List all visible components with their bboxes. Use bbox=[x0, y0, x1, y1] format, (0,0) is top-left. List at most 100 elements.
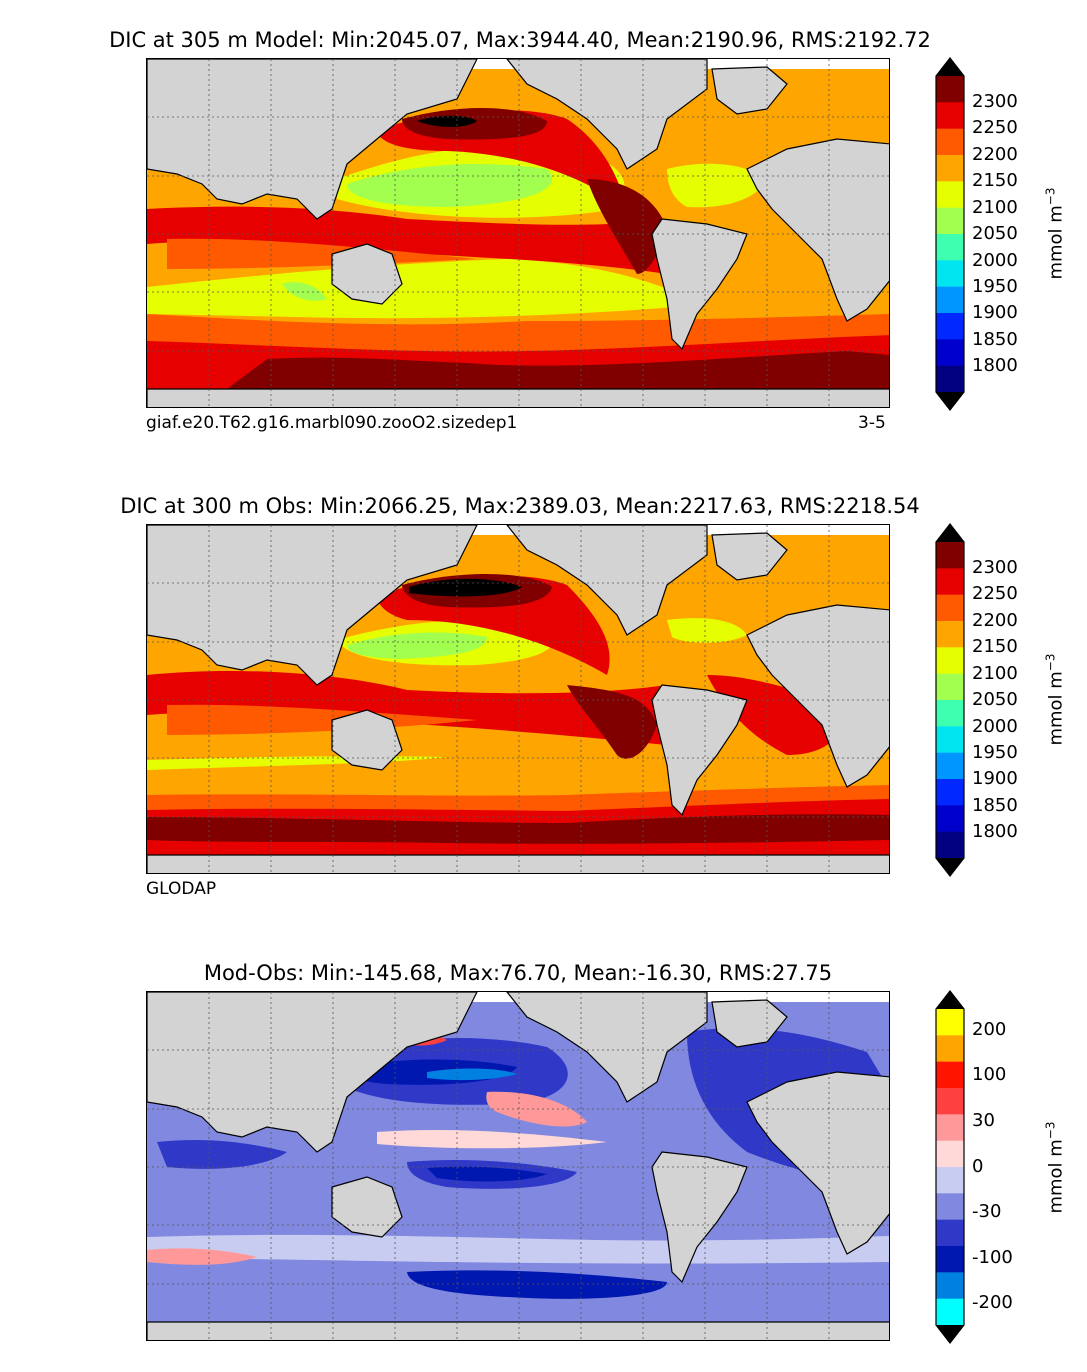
colorbar-extend-max bbox=[936, 58, 964, 76]
panel1-band-red-eq bbox=[147, 206, 697, 274]
colorbar-extend-min bbox=[936, 858, 964, 876]
panel1-cb-unit-text: mmol m bbox=[1045, 205, 1067, 280]
panel1-band-orange-eq bbox=[167, 238, 477, 269]
panel2-cb-tick-0: 2300 bbox=[972, 557, 1018, 578]
panel3-cb-tick-1: 100 bbox=[972, 1064, 1007, 1085]
panel1-cb-tick-2: 2200 bbox=[972, 144, 1018, 165]
colorbar-outline bbox=[935, 57, 965, 411]
panel2-cb-tick-3: 2150 bbox=[972, 636, 1018, 657]
panel1-band-npac-maroon bbox=[402, 107, 547, 140]
panel3-land-americas-n bbox=[506, 992, 708, 1103]
colorbar-segment bbox=[936, 700, 964, 727]
colorbar-segment bbox=[936, 1009, 964, 1036]
panel1-band-atl-yellow bbox=[667, 163, 767, 208]
panel3-title: Mod-Obs: Min:-145.68, Max:76.70, Mean:-1… bbox=[203, 961, 833, 985]
panel1-land-americas-s bbox=[651, 218, 748, 351]
colorbar-segment bbox=[936, 621, 964, 648]
panel2-land-antarctica bbox=[147, 854, 889, 873]
panel3-land-antarctica bbox=[147, 1321, 889, 1340]
colorbar-segment bbox=[936, 542, 964, 569]
panel1-land-eurasia bbox=[147, 59, 478, 220]
panel2-caption-left: GLODAP bbox=[146, 879, 217, 899]
colorbar-extend-max bbox=[936, 991, 964, 1009]
panel1-cb-tick-6: 2000 bbox=[972, 250, 1018, 271]
panel3-cb-unit-text: mmol m bbox=[1045, 1139, 1067, 1214]
panel3-band-darkblue-ind bbox=[157, 1140, 287, 1169]
colorbar-segment bbox=[936, 779, 964, 806]
colorbar-segment bbox=[936, 647, 964, 675]
panel2-land-americas-n bbox=[506, 525, 708, 636]
panel1-band-yellow-s bbox=[147, 259, 707, 319]
panel3-land-australia bbox=[331, 1176, 403, 1238]
panel3-cb-tick-2: 30 bbox=[972, 1110, 995, 1131]
panel3-land-greenland bbox=[711, 999, 788, 1048]
panel3-map bbox=[146, 991, 890, 1341]
panel3-land-americas-s bbox=[651, 1151, 748, 1284]
panel2-gridlines bbox=[147, 525, 889, 873]
panel1-map bbox=[146, 58, 890, 408]
colorbar-segment bbox=[936, 1140, 964, 1168]
panel3-band-brightblue-1 bbox=[427, 1068, 517, 1081]
panel2-cb-tick-10: 1800 bbox=[972, 821, 1018, 842]
panel1-cb-tick-0: 2300 bbox=[972, 91, 1018, 112]
panel1-land-greenland bbox=[711, 66, 788, 115]
panel1-band-npac-black bbox=[417, 115, 477, 127]
panel1-cb-tick-9: 1850 bbox=[972, 329, 1018, 350]
panel2-cb-tick-8: 1900 bbox=[972, 768, 1018, 789]
colorbar-segment bbox=[936, 1061, 964, 1089]
panel2-band-atl-red bbox=[707, 675, 847, 755]
colorbar-segment bbox=[936, 752, 964, 780]
colorbar-extend-min bbox=[936, 392, 964, 410]
panel1-cb-unit-exp: −3 bbox=[1043, 187, 1058, 206]
panel1-cb-tick-10: 1800 bbox=[972, 355, 1018, 376]
colorbar-extend-max bbox=[936, 524, 964, 542]
panel3-band-darkblue-so bbox=[407, 1270, 667, 1299]
panel2-map bbox=[146, 524, 890, 874]
colorbar-segment bbox=[936, 805, 964, 833]
panel3-cb-tick-5: -100 bbox=[972, 1247, 1013, 1268]
colorbar-segment bbox=[936, 313, 964, 340]
colorbar-segment bbox=[936, 594, 964, 622]
panel1-colorbar bbox=[935, 57, 965, 411]
colorbar-segment bbox=[936, 1193, 964, 1221]
colorbar-segment bbox=[936, 1088, 964, 1115]
panel2-cb-tick-6: 2000 bbox=[972, 716, 1018, 737]
panel3-band-pink-s bbox=[147, 1248, 257, 1265]
panel1-cb-tick-5: 2050 bbox=[972, 223, 1018, 244]
colorbar-segment bbox=[936, 1035, 964, 1063]
panel1-cb-tick-7: 1950 bbox=[972, 276, 1018, 297]
colorbar-segment bbox=[936, 1298, 964, 1326]
colorbar-segment bbox=[936, 181, 964, 209]
colorbar-segment bbox=[936, 128, 964, 156]
colorbar-segment bbox=[936, 1272, 964, 1300]
panel3-cb-tick-3: 0 bbox=[972, 1156, 984, 1177]
panel2-band-orange-eq bbox=[167, 704, 477, 735]
colorbar-segment bbox=[936, 726, 964, 754]
panel3-cb-tick-6: -200 bbox=[972, 1292, 1013, 1313]
colorbar-segment bbox=[936, 260, 964, 288]
panel3-colorbar bbox=[935, 990, 965, 1344]
panel1-band-green-s bbox=[282, 282, 327, 301]
panel1-land-europe-africa bbox=[746, 138, 889, 322]
panel2-land-eurasia bbox=[147, 525, 478, 686]
panel2-cb-tick-5: 2050 bbox=[972, 689, 1018, 710]
colorbar-segment bbox=[936, 207, 964, 235]
colorbar-segment bbox=[936, 1167, 964, 1194]
panel1-band-green-n bbox=[347, 164, 553, 207]
panel2-land-greenland bbox=[711, 532, 788, 581]
panel1-land-antarctica bbox=[147, 388, 889, 407]
colorbar-segment bbox=[936, 234, 964, 261]
panel1-cb-unit: mmol m−3 bbox=[1044, 179, 1067, 289]
panel2-cb-unit-exp: −3 bbox=[1043, 653, 1058, 672]
panel1-gridlines bbox=[147, 59, 889, 407]
panel3-cb-unit-exp: −3 bbox=[1043, 1121, 1058, 1140]
panel2-band-atl-yellow bbox=[667, 618, 747, 643]
colorbar-segment bbox=[936, 155, 964, 182]
panel2-title: DIC at 300 m Obs: Min:2066.25, Max:2389.… bbox=[120, 494, 920, 518]
panel3-band-lightpurple-s bbox=[147, 1234, 889, 1264]
panel3-land-europe-africa bbox=[746, 1071, 889, 1255]
panel1-cb-tick-8: 1900 bbox=[972, 302, 1018, 323]
panel2-land-europe-africa bbox=[746, 604, 889, 788]
panel3-land-eurasia bbox=[147, 992, 478, 1153]
panel2-cb-unit: mmol m−3 bbox=[1044, 645, 1067, 755]
